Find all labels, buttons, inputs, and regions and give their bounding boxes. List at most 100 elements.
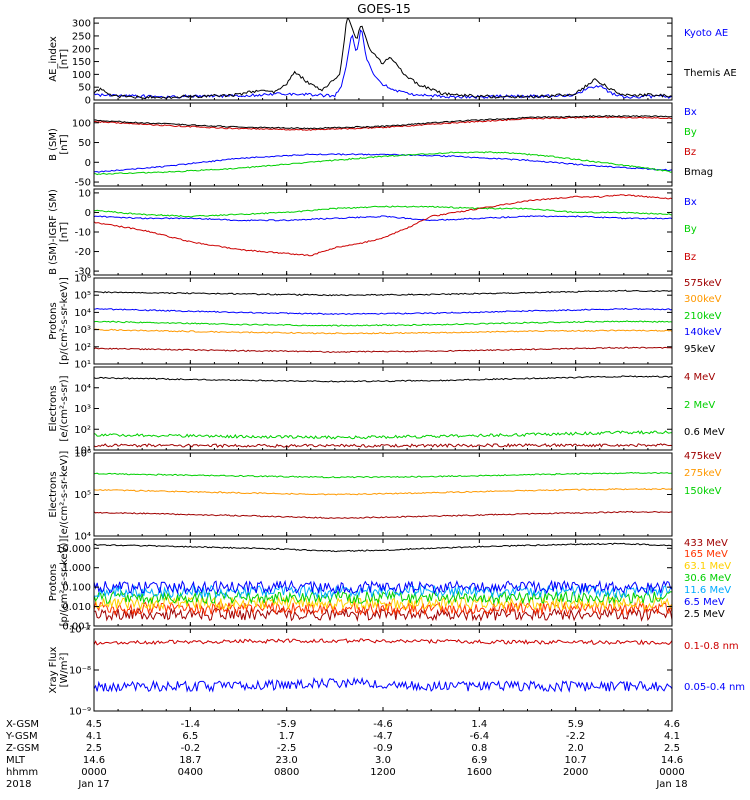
series-line [94, 584, 672, 600]
y-tick-label: 10⁴ [74, 383, 91, 394]
y-axis-label: Electrons [48, 471, 59, 517]
legend-entry: 6.5 MeV [684, 597, 725, 608]
y-axis-label: Protons [48, 564, 59, 601]
row-value: -2.5 [277, 743, 297, 754]
series-line [94, 18, 672, 100]
row-value: -0.9 [373, 743, 393, 754]
y-axis-label: Xray Flux [48, 646, 59, 693]
row-label: Z-GSM [6, 743, 39, 754]
legend-entry: Bx [684, 197, 697, 208]
legend-entry: By [684, 127, 697, 138]
legend-entry: Themis AE [683, 68, 737, 79]
y-tick-label: 200 [72, 44, 91, 55]
row-value: 0.8 [471, 743, 487, 754]
y-tick-label: 10⁴ [74, 308, 91, 319]
legend-entry: 575keV [684, 278, 722, 289]
y-tick-label: 0 [85, 96, 91, 107]
row-value: 14.6 [83, 755, 105, 766]
row-value: -4.7 [373, 731, 393, 742]
series-line [94, 307, 672, 316]
y-axis-label: [e/(cm²-s-sr)] [59, 375, 70, 441]
series-line [94, 638, 672, 646]
chart-title: GOES-15 [357, 2, 411, 16]
y-tick-label: 10.000 [56, 544, 91, 555]
legend-entry: 30.6 MeV [684, 573, 731, 584]
legend-entry: 0.05-0.4 nm [684, 682, 745, 693]
legend-entry: Bz [684, 252, 696, 263]
y-tick-label: 1.000 [62, 563, 91, 574]
legend-entry: 300keV [684, 294, 722, 305]
row-label: Y-GSM [5, 731, 38, 742]
series-line [94, 375, 672, 383]
row-label: 2018 [6, 779, 31, 790]
y-axis-label: [nT] [59, 222, 70, 242]
series-line [94, 487, 672, 496]
y-axis-label: [e/(cm²-s-sr-keV)] [59, 451, 70, 539]
legend-entry: 4 MeV [684, 372, 715, 383]
series-line [94, 320, 672, 327]
legend-entry: 0.6 MeV [684, 427, 725, 438]
row-value: Jan 18 [655, 779, 687, 790]
legend-entry: 275keV [684, 468, 722, 479]
y-tick-label: 100 [72, 118, 91, 129]
row-value: 14.6 [661, 755, 683, 766]
legend-entry: 210keV [684, 311, 722, 322]
row-value: 2.5 [86, 743, 102, 754]
y-axis-label: [W/m²] [59, 652, 70, 687]
y-tick-label: 0.001 [62, 622, 91, 633]
row-value: Jan 17 [77, 779, 109, 790]
row-value: 2000 [563, 767, 588, 778]
legend-entry: Bmag [684, 167, 713, 178]
row-value: 1.7 [279, 731, 295, 742]
y-tick-label: 10 [78, 188, 91, 199]
series-line [94, 205, 672, 218]
row-value: 2.5 [664, 743, 680, 754]
series-line [94, 595, 672, 611]
series-line [94, 471, 672, 479]
legend-entry: 433 MeV [684, 538, 728, 549]
legend-entry: 2 MeV [684, 400, 715, 411]
y-tick-label: 10⁻⁷ [69, 625, 91, 636]
series-line [94, 151, 672, 176]
y-tick-label: 10⁴ [74, 532, 91, 543]
y-tick-label: 10⁶ [74, 274, 91, 285]
row-value: 6.9 [471, 755, 487, 766]
row-value: 23.0 [276, 755, 298, 766]
y-tick-label: 10⁵ [74, 490, 91, 501]
series-line [94, 328, 672, 335]
legend-entry: 95keV [684, 344, 715, 355]
y-tick-label: 0 [85, 158, 91, 169]
series-line [94, 430, 672, 440]
series-line [94, 194, 672, 257]
panel-4: 10¹ 10² 10³ 10⁴ 10⁵ 10⁶ Protons [p/(cm²-s-sr-ke… [48, 274, 722, 371]
row-value: 10.7 [565, 755, 587, 766]
row-value: 0800 [274, 767, 299, 778]
y-tick-label: 100 [72, 70, 91, 81]
row-label: MLT [6, 755, 26, 766]
legend-entry: Bx [684, 107, 697, 118]
y-tick-label: 0 [85, 208, 91, 219]
panel-8: 10⁻⁹ 10⁻⁸ 10⁻⁷ Xray Flux [W/m²] 0.1-0.8 nm 0.0… [48, 625, 745, 718]
y-tick-label: 0.100 [62, 583, 91, 594]
row-value: -6.4 [470, 731, 490, 742]
y-tick-label: 250 [72, 31, 91, 42]
row-value: 4.5 [86, 719, 102, 730]
panel-2: -50 0 50 100 B (SM) [nT] Bx By Bz Bmag [48, 102, 713, 189]
legend-entry: By [684, 224, 697, 235]
legend-entry: 150keV [684, 486, 722, 497]
row-value: 4.1 [664, 731, 680, 742]
series-line [94, 676, 672, 693]
y-tick-label: 10² [74, 425, 91, 436]
y-axis-label: Electrons [48, 385, 59, 431]
y-tick-label: 10⁻⁹ [69, 707, 91, 718]
row-value: -5.9 [277, 719, 297, 730]
row-value: 4.6 [664, 719, 680, 730]
y-tick-label: -20 [75, 247, 91, 258]
y-tick-label: 10⁵ [74, 291, 91, 302]
row-value: 3.0 [375, 755, 391, 766]
row-value: -2.2 [566, 731, 586, 742]
series-line [94, 153, 672, 173]
row-value: 1200 [370, 767, 395, 778]
series-line [94, 510, 672, 520]
